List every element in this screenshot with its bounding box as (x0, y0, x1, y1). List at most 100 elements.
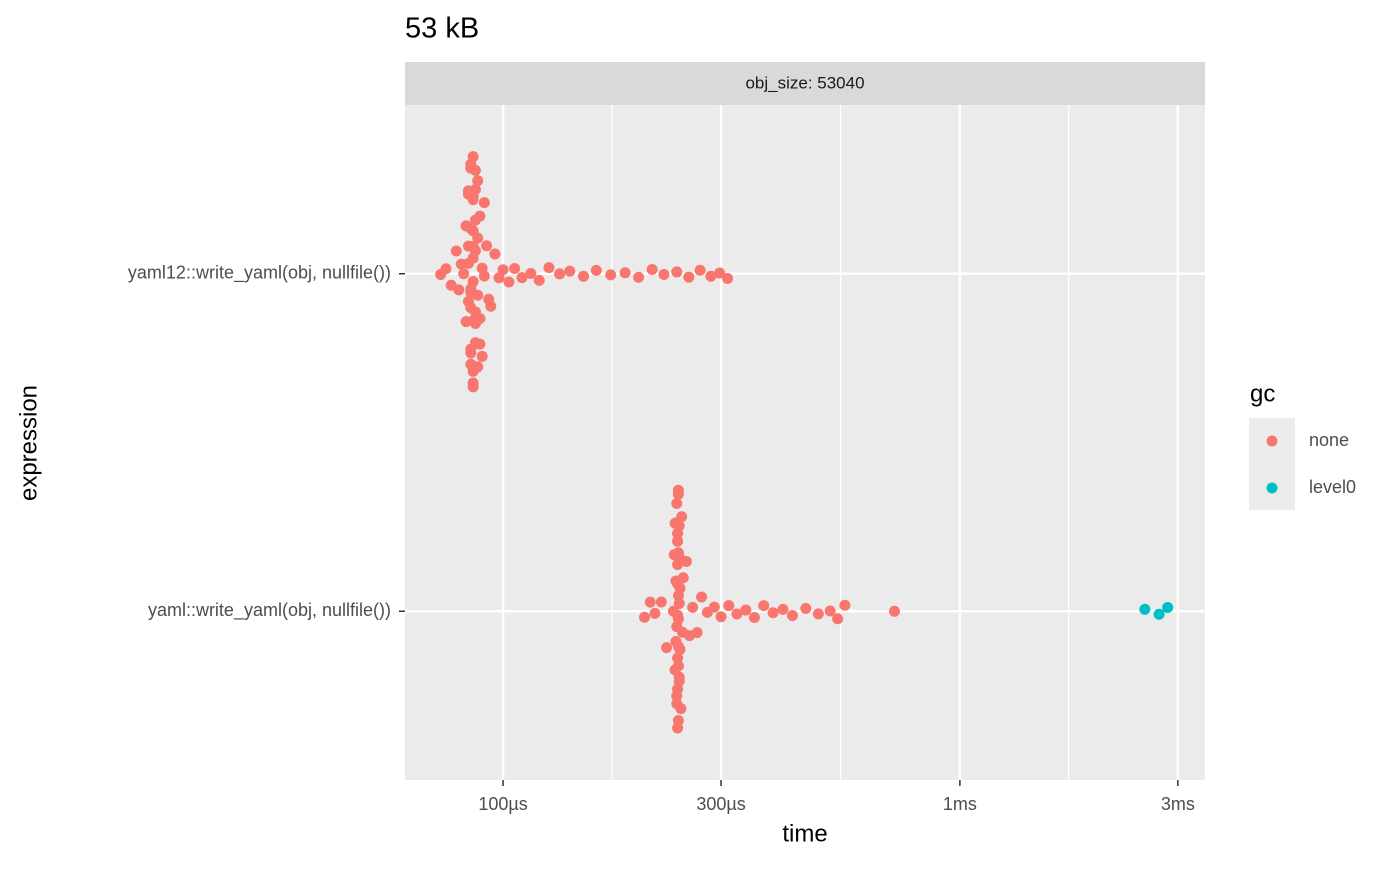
point (691, 627, 703, 639)
point (649, 607, 661, 619)
point (474, 338, 486, 350)
legend-key (1266, 482, 1278, 494)
point (450, 245, 462, 257)
point (481, 240, 493, 252)
point (1153, 608, 1165, 620)
point (633, 271, 645, 283)
point (800, 602, 812, 614)
point (644, 596, 656, 608)
point (533, 274, 545, 286)
point (705, 270, 717, 282)
point (675, 703, 687, 715)
point (465, 302, 477, 314)
point (467, 381, 479, 393)
point (467, 276, 479, 288)
point (687, 601, 699, 613)
point (476, 350, 488, 362)
point (554, 268, 566, 280)
point (472, 175, 484, 187)
point (440, 263, 452, 275)
point (723, 600, 735, 612)
point (469, 318, 481, 330)
legend-label: level0 (1309, 477, 1356, 497)
x-axis-label: time (782, 820, 827, 847)
point (672, 484, 684, 496)
point (673, 597, 685, 609)
point (671, 517, 683, 529)
point (740, 604, 752, 616)
point (888, 605, 900, 617)
point (655, 596, 667, 608)
x-tick-label: 1ms (943, 794, 977, 814)
point (455, 258, 467, 270)
point (489, 248, 501, 260)
point (646, 264, 658, 276)
point (503, 276, 515, 288)
point (672, 547, 684, 559)
point (715, 611, 727, 623)
point (497, 264, 509, 276)
point (467, 194, 479, 206)
point (672, 660, 684, 672)
point (590, 264, 602, 276)
x-tick-label: 3ms (1161, 794, 1195, 814)
point (525, 268, 537, 280)
point (722, 273, 734, 285)
x-tick-label: 300µs (696, 794, 745, 814)
point (467, 225, 479, 237)
point (672, 535, 684, 547)
point (672, 652, 684, 664)
points (435, 151, 1174, 734)
point (731, 608, 743, 620)
point (839, 599, 851, 611)
point (672, 722, 684, 734)
point (564, 265, 576, 277)
point (832, 613, 844, 625)
point (509, 263, 521, 275)
legend-label: none (1309, 430, 1349, 450)
point (465, 158, 477, 170)
point (672, 609, 684, 621)
facet-strip (405, 62, 1205, 105)
point (694, 264, 706, 276)
chart-title: 53 kB (405, 13, 479, 45)
point (1162, 601, 1174, 613)
point (661, 642, 673, 654)
point (683, 271, 695, 283)
point (671, 690, 683, 702)
point (748, 612, 760, 624)
point (777, 603, 789, 615)
point (467, 365, 479, 377)
point (465, 287, 477, 299)
point (467, 240, 479, 252)
y-axis-label: expression (15, 385, 42, 501)
point (543, 262, 555, 274)
legend-key-bg (1249, 418, 1295, 510)
point (1139, 603, 1151, 615)
legend-key (1266, 435, 1278, 447)
facet-label: obj_size: 53040 (745, 73, 864, 92)
point (478, 197, 490, 209)
point (714, 267, 726, 279)
point (605, 269, 617, 281)
point (767, 607, 779, 619)
point (639, 611, 651, 623)
point (672, 578, 684, 590)
y-tick-label: yaml::write_yaml(obj, nullfile()) (148, 600, 391, 621)
point (478, 270, 490, 282)
point (673, 671, 685, 683)
point (619, 267, 631, 279)
point (824, 605, 836, 617)
point (680, 556, 692, 568)
point (786, 610, 798, 622)
point (658, 268, 670, 280)
point (453, 284, 465, 296)
point (696, 591, 708, 603)
point (758, 600, 770, 612)
point (671, 497, 683, 509)
point (516, 272, 528, 284)
y-tick-label: yaml12::write_yaml(obj, nullfile()) (128, 263, 391, 284)
point (465, 347, 477, 359)
x-tick-label: 100µs (478, 794, 527, 814)
